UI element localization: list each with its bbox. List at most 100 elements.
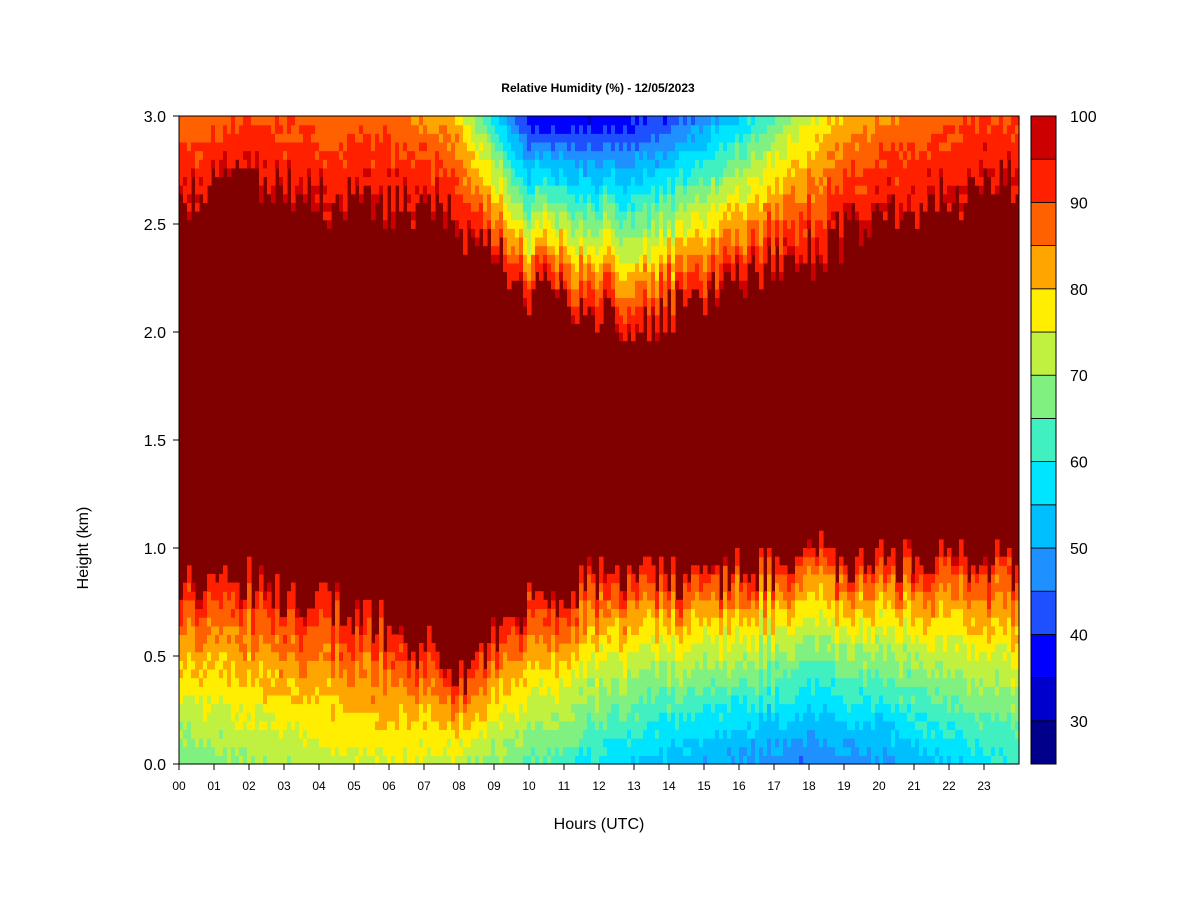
heatmap-cell (651, 712, 656, 722)
heatmap-column (711, 116, 716, 765)
heatmap-cell (615, 729, 620, 739)
heatmap-cell (215, 755, 220, 765)
heatmap-cell (651, 280, 656, 290)
heatmap-cell (499, 660, 504, 670)
heatmap-cell (267, 582, 272, 592)
heatmap-cell (395, 116, 400, 126)
heatmap-cell (587, 228, 592, 238)
heatmap-cell (223, 608, 228, 618)
heatmap-cell (627, 306, 632, 316)
heatmap-cell (363, 599, 368, 610)
heatmap-cell (739, 211, 744, 221)
heatmap-cell (559, 228, 564, 238)
heatmap-cell (351, 677, 356, 687)
heatmap-cell (187, 124, 192, 134)
heatmap-cell (607, 643, 612, 653)
heatmap-cell (535, 625, 540, 635)
heatmap-cell (523, 617, 528, 627)
heatmap-cell (667, 591, 672, 601)
heatmap-cell (507, 634, 512, 644)
heatmap-cell (739, 185, 744, 195)
heatmap-cell (503, 729, 508, 739)
heatmap-cell (731, 608, 736, 618)
heatmap-cell (643, 599, 648, 610)
heatmap-cell (447, 176, 452, 186)
heatmap-cell (627, 643, 632, 653)
heatmap-cell (487, 150, 492, 160)
heatmap-cell (427, 651, 432, 661)
heatmap-cell (379, 729, 384, 739)
heatmap-cell (331, 124, 336, 134)
heatmap-cell (271, 634, 276, 644)
heatmap-cell (691, 582, 696, 592)
heatmap-cell (583, 150, 588, 160)
heatmap-cell (275, 599, 280, 610)
heatmap-cell (347, 746, 352, 756)
heatmap-cell (247, 668, 252, 679)
heatmap-cell (715, 254, 720, 264)
heatmap-cell (559, 185, 564, 195)
heatmap-cell (275, 150, 280, 160)
heatmap-cell (403, 651, 408, 661)
heatmap-cell (207, 150, 212, 160)
heatmap-cell (527, 288, 532, 299)
heatmap-cell (303, 668, 308, 679)
heatmap-cell (571, 746, 576, 756)
heatmap-cell (299, 159, 304, 169)
heatmap-cell (567, 150, 572, 160)
heatmap-cell (659, 236, 664, 247)
heatmap-cell (307, 720, 312, 731)
heatmap-cell (615, 720, 620, 731)
heatmap-cell (699, 228, 704, 238)
heatmap-cell (179, 617, 184, 627)
heatmap-cell (563, 193, 568, 203)
heatmap-cell (407, 712, 412, 722)
heatmap-cell (543, 599, 548, 610)
heatmap-cell (551, 150, 556, 160)
heatmap-cell (287, 625, 292, 635)
heatmap-column (639, 116, 644, 765)
heatmap-cell (631, 228, 636, 238)
heatmap-cell (299, 729, 304, 739)
heatmap-cell (591, 245, 596, 255)
heatmap-cell (375, 729, 380, 739)
heatmap-column (443, 116, 448, 765)
heatmap-cell (247, 729, 252, 739)
heatmap-cell (519, 262, 524, 273)
heatmap-cell (251, 124, 256, 134)
heatmap-column (435, 116, 440, 765)
heatmap-cell (243, 634, 248, 644)
heatmap-cell (711, 185, 716, 195)
heatmap-cell (287, 116, 292, 126)
heatmap-column (403, 116, 408, 765)
heatmap-cell (427, 116, 432, 126)
heatmap-cell (399, 686, 404, 696)
heatmap-cell (323, 712, 328, 722)
heatmap-cell (519, 651, 524, 661)
heatmap-cell (359, 651, 364, 661)
heatmap-cell (255, 150, 260, 160)
heatmap-cell (611, 159, 616, 169)
heatmap-cell (579, 245, 584, 255)
heatmap-cell (295, 185, 300, 195)
heatmap-cell (747, 141, 752, 152)
heatmap-cell (459, 729, 464, 739)
heatmap-cell (463, 738, 468, 748)
heatmap-cell (515, 746, 520, 756)
heatmap-cell (343, 660, 348, 670)
heatmap-cell (591, 116, 596, 126)
heatmap-cell (619, 599, 624, 610)
heatmap-cell (579, 141, 584, 152)
heatmap-cell (579, 651, 584, 661)
heatmap-cell (583, 660, 588, 670)
heatmap-cell (423, 712, 428, 722)
heatmap-cell (307, 686, 312, 696)
heatmap-cell (659, 738, 664, 748)
heatmap-cell (219, 738, 224, 748)
heatmap-cell (207, 643, 212, 653)
heatmap-cell (615, 755, 620, 765)
heatmap-cell (699, 245, 704, 255)
heatmap-cell (303, 729, 308, 739)
heatmap-cell (695, 202, 700, 212)
heatmap-cell (699, 729, 704, 739)
